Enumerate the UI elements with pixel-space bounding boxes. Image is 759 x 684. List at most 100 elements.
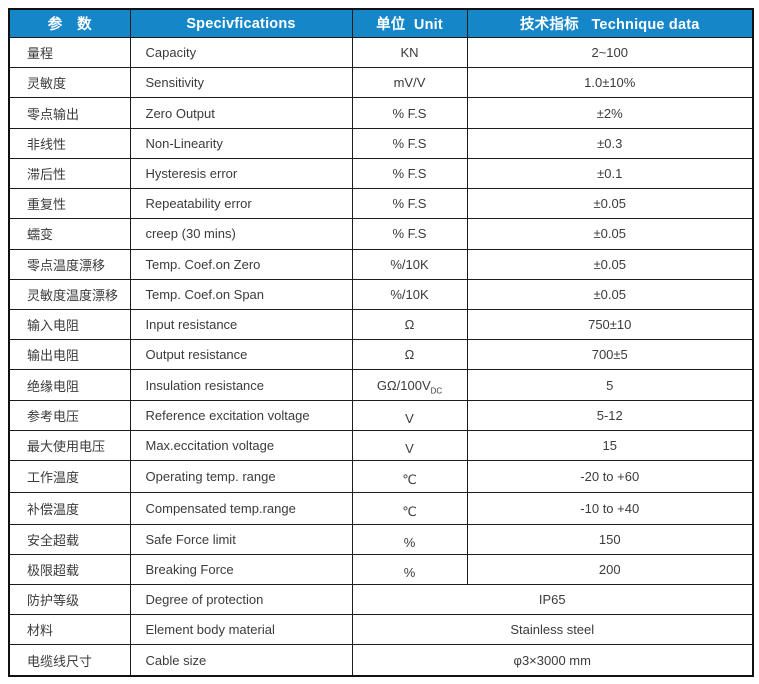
spec-cell: Hysteresis error (129, 157, 353, 190)
spec-cell: Safe Force limit (129, 523, 353, 555)
param-cell: 绝缘电阻 (8, 369, 131, 401)
spec-cell: Non-Linearity (129, 127, 353, 159)
value-cell-merged: IP65 (351, 583, 754, 616)
unit-text: % (403, 564, 416, 580)
table-row: 工作温度 Operating temp. range ℃ -20 to +60 (8, 460, 754, 493)
param-cell: 蠕变 (8, 218, 131, 250)
table-row: 材料 Element body material Stainless steel (8, 614, 754, 646)
value-cell: -10 to +40 (466, 491, 754, 525)
unit-cell: V (351, 429, 468, 462)
param-cell: 防护等级 (8, 583, 131, 616)
header-row: 参 数 Specivfications 单位 Unit 技术指标 Techniq… (8, 8, 754, 38)
spec-cell: creep (30 mins) (129, 218, 353, 250)
table-row: 蠕变 creep (30 mins) % F.S ±0.05 (8, 218, 754, 250)
value-cell: 5-12 (466, 399, 754, 431)
value-cell: 1.0±10% (466, 67, 754, 99)
spec-cell: Zero Output (129, 97, 353, 129)
value-cell: 750±10 (466, 308, 754, 341)
unit-cell: KN (351, 36, 468, 69)
unit-cell: % (351, 523, 468, 555)
param-cell: 输出电阻 (8, 339, 131, 371)
unit-cell: GΩ/100VDC (351, 369, 468, 401)
param-cell: 零点输出 (8, 97, 131, 129)
table-row: 电缆线尺寸 Cable size φ3×3000 mm (8, 644, 754, 677)
spec-table: 参 数 Specivfications 单位 Unit 技术指标 Techniq… (8, 8, 754, 677)
unit-cell: %/10K (351, 248, 468, 280)
header-unit: 单位 Unit (351, 8, 468, 38)
table-row: 灵敏度 Sensitivity mV/V 1.0±10% (8, 67, 754, 99)
table-row: 参考电压 Reference excitation voltage V 5-12 (8, 399, 754, 431)
unit-subscript: DC (430, 386, 443, 396)
value-cell: ±0.05 (466, 188, 754, 220)
param-cell: 参考电压 (8, 399, 131, 431)
param-cell: 输入电阻 (8, 308, 131, 341)
unit-cell: mV/V (351, 67, 468, 99)
param-cell: 重复性 (8, 188, 131, 220)
unit-text: V (405, 441, 414, 457)
unit-text: Ω (404, 347, 415, 363)
spec-cell: Output resistance (129, 339, 353, 371)
value-cell: ±0.05 (466, 278, 754, 310)
spec-cell: Insulation resistance (129, 369, 353, 401)
table-row: 绝缘电阻 Insulation resistance GΩ/100VDC 5 (8, 369, 754, 401)
unit-cell: ℃ (351, 491, 468, 525)
spec-sheet: 参 数 Specivfications 单位 Unit 技术指标 Techniq… (8, 8, 754, 677)
param-cell: 最大使用电压 (8, 429, 131, 462)
value-cell: ±0.1 (466, 157, 754, 190)
table-row: 非线性 Non-Linearity % F.S ±0.3 (8, 127, 754, 159)
table-row: 零点输出 Zero Output % F.S ±2% (8, 97, 754, 129)
unit-cell: Ω (351, 308, 468, 341)
value-cell: ±0.3 (466, 127, 754, 159)
unit-text: % F.S (392, 105, 427, 121)
param-cell: 补偿温度 (8, 491, 131, 525)
table-row: 灵敏度温度漂移 Temp. Coef.on Span %/10K ±0.05 (8, 278, 754, 310)
header-technique-data: 技术指标 Technique data (466, 8, 754, 38)
unit-text: % F.S (392, 165, 427, 181)
param-cell: 材料 (8, 614, 131, 646)
unit-cell: Ω (351, 339, 468, 371)
table-row: 输出电阻 Output resistance Ω 700±5 (8, 339, 754, 371)
spec-cell: Temp. Coef.on Zero (129, 248, 353, 280)
value-cell: 700±5 (466, 339, 754, 371)
unit-cell: % F.S (351, 218, 468, 250)
spec-cell: Max.eccitation voltage (129, 429, 353, 462)
unit-text: % F.S (392, 135, 427, 151)
spec-cell: Temp. Coef.on Span (129, 278, 353, 310)
value-cell-merged: φ3×3000 mm (351, 644, 754, 677)
unit-text: Ω (404, 317, 415, 333)
header-specifications: Specivfications (129, 8, 353, 38)
unit-text: mV/V (393, 75, 426, 91)
table-row: 安全超载 Safe Force limit % 150 (8, 523, 754, 555)
unit-cell: % F.S (351, 127, 468, 159)
header-param: 参 数 (8, 8, 131, 38)
table-row: 重复性 Repeatability error % F.S ±0.05 (8, 188, 754, 220)
param-cell: 电缆线尺寸 (8, 644, 131, 677)
unit-text: %/10K (390, 256, 429, 272)
unit-text: KN (400, 45, 419, 61)
spec-cell: Element body material (129, 614, 353, 646)
unit-cell: % F.S (351, 188, 468, 220)
spec-cell: Operating temp. range (129, 460, 353, 493)
param-cell: 零点温度漂移 (8, 248, 131, 280)
unit-text: ℃ (402, 503, 417, 519)
unit-text: GΩ/100V (376, 377, 431, 393)
table-row: 零点温度漂移 Temp. Coef.on Zero %/10K ±0.05 (8, 248, 754, 280)
table-row: 输入电阻 Input resistance Ω 750±10 (8, 308, 754, 341)
unit-cell: ℃ (351, 460, 468, 493)
unit-cell: % F.S (351, 157, 468, 190)
param-cell: 工作温度 (8, 460, 131, 493)
table-row: 滞后性 Hysteresis error % F.S ±0.1 (8, 157, 754, 190)
unit-text: ℃ (402, 471, 417, 487)
value-cell: 5 (466, 369, 754, 401)
value-cell: ±2% (466, 97, 754, 129)
table-row: 防护等级 Degree of protection IP65 (8, 583, 754, 616)
table-row: 最大使用电压 Max.eccitation voltage V 15 (8, 429, 754, 462)
unit-text: % F.S (392, 226, 427, 242)
spec-cell: Cable size (129, 644, 353, 677)
spec-cell: Capacity (129, 36, 353, 69)
spec-cell: Reference excitation voltage (129, 399, 353, 431)
spec-cell: Sensitivity (129, 67, 353, 99)
table-row: 补偿温度 Compensated temp.range ℃ -10 to +40 (8, 491, 754, 525)
unit-text: V (405, 410, 414, 426)
unit-text: % F.S (392, 196, 427, 212)
